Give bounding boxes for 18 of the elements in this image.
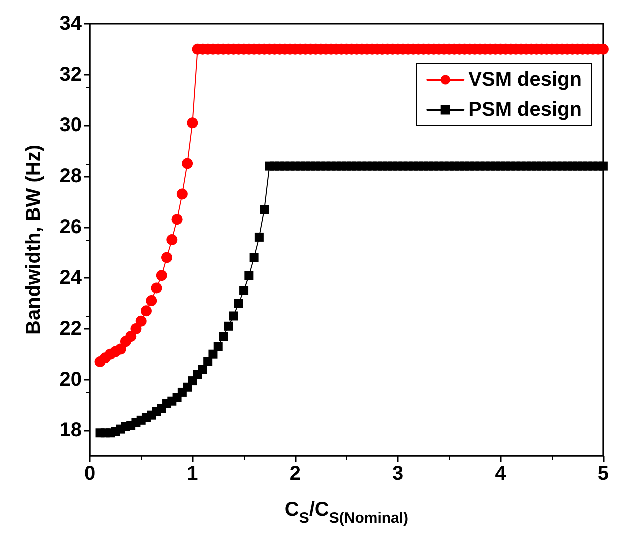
x-tick-label: 5 — [598, 463, 609, 485]
y-tick-label: 32 — [60, 64, 82, 86]
x-tick-label: 1 — [187, 463, 198, 485]
x-tick-label: 2 — [290, 463, 301, 485]
y-tick-label: 24 — [60, 267, 83, 290]
y-tick-label: 22 — [60, 318, 82, 340]
y-tick-label: 34 — [60, 13, 83, 35]
legend-label: VSM design — [468, 69, 582, 91]
y-axis-title: Bandwidth, BW (Hz) — [23, 145, 45, 335]
y-tick-label: 20 — [60, 368, 82, 391]
x-tick-label: 4 — [495, 463, 508, 485]
x-tick-label: 0 — [84, 463, 96, 485]
y-tick-label: 26 — [60, 216, 82, 238]
y-tick-label: 30 — [60, 114, 82, 137]
legend-label: PSM design — [468, 99, 582, 121]
y-tick-label: 18 — [60, 420, 82, 442]
y-tick-label: 28 — [60, 165, 82, 188]
x-tick-label: 3 — [392, 463, 404, 485]
